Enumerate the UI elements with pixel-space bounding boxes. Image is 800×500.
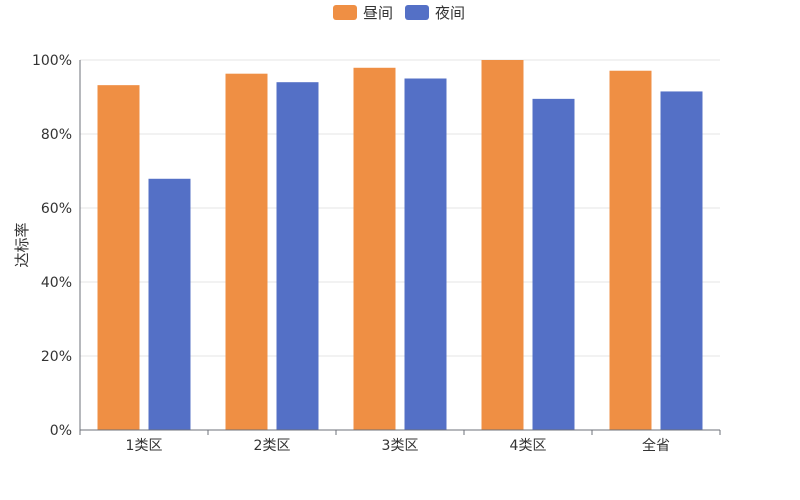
bar-day [353,67,396,431]
axes: 0% 20% 40% 60% 80% 100% 1类区 2类区 3类区 4类区 全省 [32,53,721,454]
y-tick-label: 100% [32,53,72,69]
legend-label[interactable]: 昼间 [363,4,393,22]
bar-day [225,73,268,430]
bars [97,60,703,431]
legend-swatch[interactable] [333,5,357,20]
bar-day [609,70,652,430]
bar-day [481,60,524,430]
legend[interactable]: 昼间 夜间 [333,4,465,22]
bar-night [404,78,447,430]
y-tick-label: 20% [41,349,72,365]
y-tick-label: 40% [41,275,72,291]
bar-night [660,91,703,430]
bar-day [97,85,140,430]
y-axis-title: 达标率 [13,222,31,267]
legend-label[interactable]: 夜间 [435,4,465,22]
x-tick-label: 1类区 [126,438,163,454]
bar-night [148,178,191,430]
x-tick-label: 2类区 [254,438,291,454]
x-tick-label: 全省 [642,437,670,454]
bar-night [276,82,319,430]
bar-night [532,98,575,430]
y-tick-label: 0% [50,423,72,439]
y-tick-label: 60% [41,201,72,217]
y-tick-label: 80% [41,127,72,143]
legend-swatch[interactable] [405,5,429,20]
x-tick-label: 3类区 [382,438,419,454]
x-tick-label: 4类区 [510,438,547,454]
